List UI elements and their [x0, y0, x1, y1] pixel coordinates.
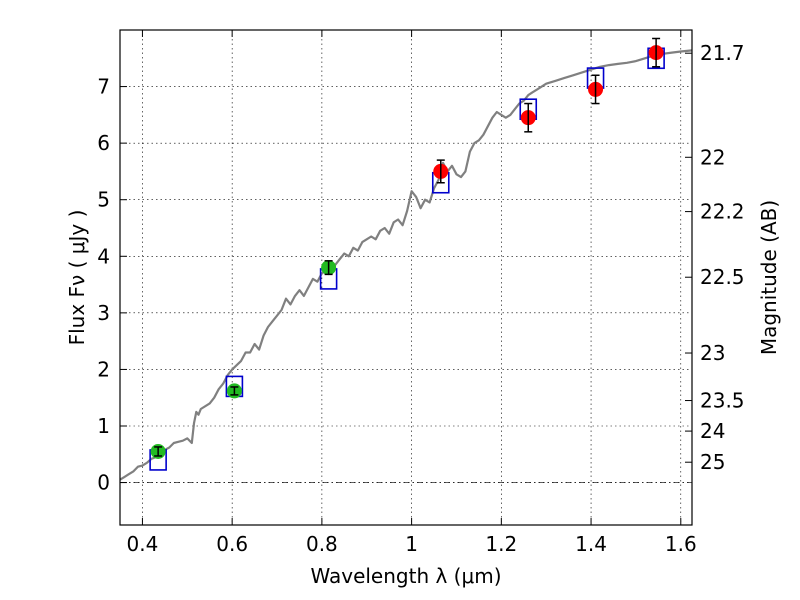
magnitude-tick-label: 23	[700, 341, 725, 365]
model-spectrum-layer	[119, 49, 693, 481]
y-tick-label: 3	[97, 301, 110, 325]
x-axis-label-text: Wavelength λ (μm)	[310, 564, 501, 588]
y-tick-label: 5	[97, 188, 110, 212]
y-tick-label: 0	[97, 471, 110, 495]
magnitude-tick-label: 21.7	[700, 41, 745, 65]
magnitude-tick-label: 24	[700, 419, 725, 443]
x-tick-label: 0.8	[306, 532, 338, 556]
magnitude-axis-label: Magnitude (AB)	[757, 200, 781, 355]
x-tick-label: 1	[405, 532, 418, 556]
plot-frame	[119, 29, 693, 526]
magnitude-axis-label-text: Magnitude (AB)	[757, 200, 781, 355]
y-tick-label: 4	[97, 244, 110, 268]
magnitude-tick-label: 22.5	[700, 265, 745, 289]
model-spectrum-line	[119, 49, 693, 481]
magnitude-tick-label: 25	[700, 450, 725, 474]
magnitude-tick-label: 22	[700, 145, 725, 169]
y-tick-label: 6	[97, 131, 110, 155]
x-tick-label: 1.4	[575, 532, 607, 556]
grid-lines	[120, 30, 692, 525]
x-axis-label: Wavelength λ (μm)	[310, 564, 501, 588]
data-points-layer	[149, 37, 665, 471]
x-tick-label: 1.6	[665, 532, 697, 556]
magnitude-tick-label: 23.5	[700, 389, 745, 413]
x-tick-label: 0.6	[216, 532, 248, 556]
x-tick-label: 1.2	[485, 532, 517, 556]
y-axis-label-text: Flux Fν ( μJy )	[65, 210, 89, 346]
y-axis-label: Flux Fν ( μJy )	[65, 210, 89, 346]
y-tick-label: 2	[97, 357, 110, 381]
y-tick-label: 1	[97, 414, 110, 438]
magnitude-tick-label: 22.2	[700, 200, 745, 224]
axis-ticks: 0.4 0.6 0.8 1 1.2 1.4 1.60123456721.72222.222.…	[97, 30, 745, 556]
x-tick-label: 0.4	[127, 532, 159, 556]
y-tick-label: 7	[97, 75, 110, 99]
